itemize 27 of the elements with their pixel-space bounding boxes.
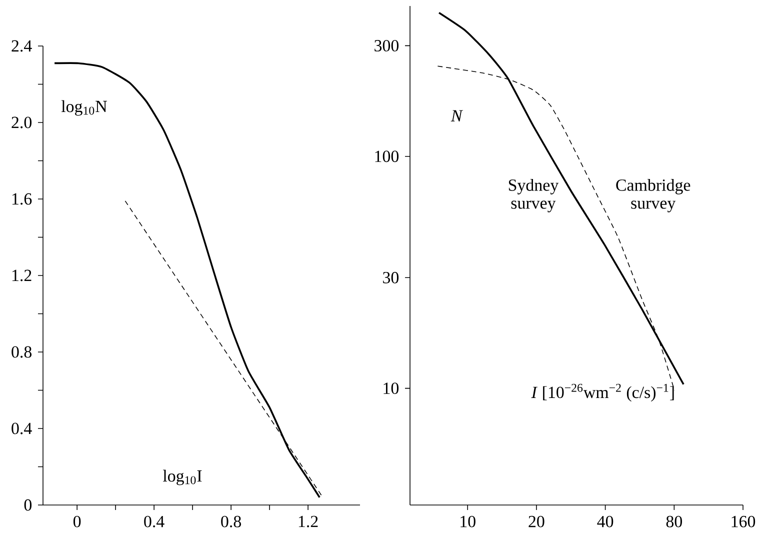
x-tick-label: 0.8 [221, 516, 241, 528]
x-tick-label: 160 [732, 516, 756, 528]
x-tick-label: 40 [597, 516, 614, 528]
x-tick-label: 0 [73, 516, 81, 528]
x-axis-title: I [10$^{−26}$wm$^{−2}$ (c/s)$^{−1}$] [531, 384, 674, 402]
y-tick-label: 0 [24, 499, 32, 511]
x-tick-label: 80 [666, 516, 682, 528]
x-tick-label: 0.4 [144, 516, 164, 528]
x-tick-label: 1.2 [298, 516, 318, 528]
x-axis-title: log$_{10}$I [163, 470, 202, 486]
series-label: Cambridge survey [616, 178, 690, 212]
line-series [54, 62, 320, 498]
y-tick-label: 0.8 [12, 346, 32, 358]
y-tick-label: 300 [374, 40, 399, 52]
series-label: Sydney survey [508, 178, 559, 212]
y-tick-label: 0.4 [12, 422, 32, 434]
y-axis-title: log$_{10}$N [61, 100, 107, 116]
y-tick-label: 100 [375, 150, 399, 162]
y-tick-label: 1.6 [12, 193, 32, 205]
x-tick-label: 20 [528, 516, 544, 528]
y-tick-label: 2.4 [12, 40, 32, 52]
x-tick-label: 10 [460, 516, 476, 528]
y-tick-label: 1.2 [12, 270, 32, 282]
y-tick-label: 30 [383, 272, 399, 284]
y-axis-title: N [450, 110, 464, 122]
y-tick-label: 2.0 [12, 116, 32, 128]
y-tick-label: 10 [384, 382, 399, 394]
